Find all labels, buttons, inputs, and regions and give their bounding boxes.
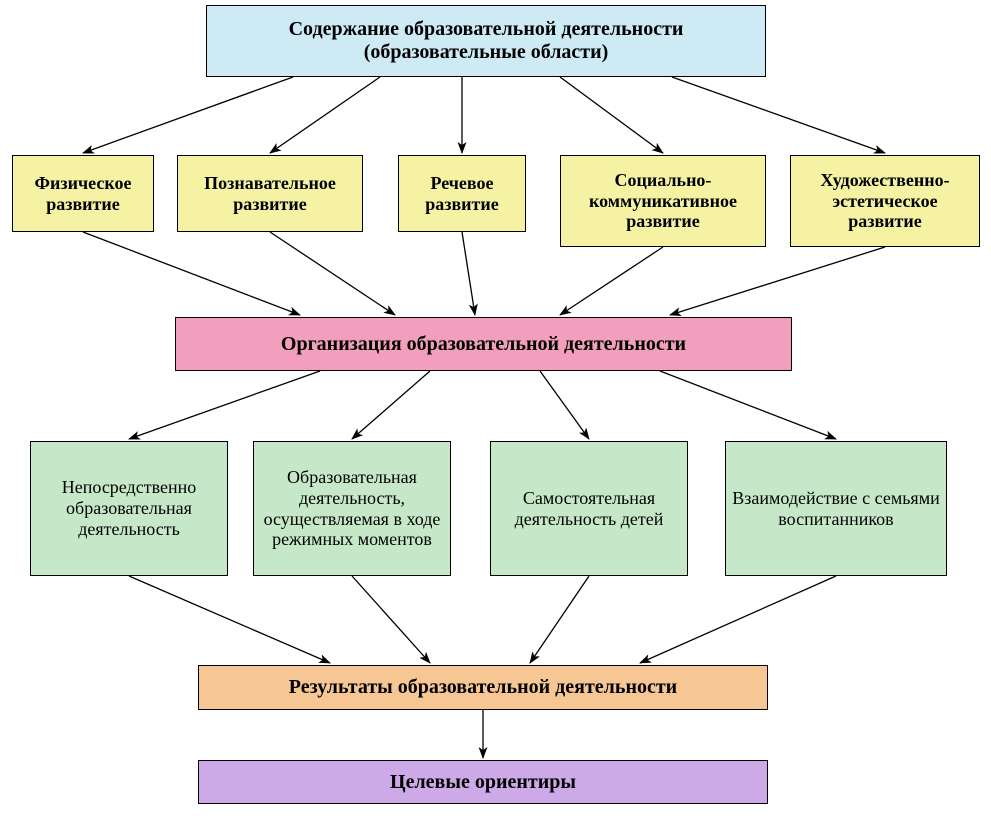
node-speech-development: Речевое развитие	[398, 155, 526, 232]
label: Социально-коммуникативное развитие	[567, 170, 759, 232]
node-top: Содержание образовательной деятельности …	[206, 5, 766, 77]
edge-org-g4	[660, 371, 836, 439]
edge-y2-org	[270, 232, 395, 315]
node-artistic-development: Художественно-эстетическое развитие	[790, 155, 980, 247]
edge-y4-org	[560, 247, 663, 315]
edge-y3-org	[462, 232, 475, 315]
node-top-title: Содержание образовательной деятельности	[289, 18, 684, 41]
node-independent-activity: Самостоятельная деятельность детей	[490, 441, 688, 576]
diagram-stage: Содержание образовательной деятельности …	[0, 0, 991, 816]
label: Физическое развитие	[19, 173, 147, 214]
node-targets: Целевые ориентиры	[198, 760, 768, 804]
label: Взаимодействие с семьями воспитанников	[732, 488, 940, 529]
edge-org-g2	[352, 371, 430, 439]
label: Непосредственно образовательная деятельн…	[37, 477, 221, 539]
edge-org-g3	[540, 371, 589, 439]
label: Художественно-эстетическое развитие	[797, 170, 973, 232]
label: Организация образовательной деятельности	[281, 333, 686, 356]
edge-top-y2	[270, 77, 380, 153]
node-cognitive-development: Познавательное развитие	[177, 155, 363, 232]
label: Самостоятельная деятельность детей	[497, 488, 681, 529]
edge-g3-res	[530, 576, 589, 663]
label: Целевые ориентиры	[390, 771, 576, 794]
label: Познавательное развитие	[184, 173, 356, 214]
node-organization: Организация образовательной деятельности	[175, 317, 792, 371]
label: Результаты образовательной деятельности	[289, 676, 677, 699]
node-direct-edu-activity: Непосредственно образовательная деятельн…	[30, 441, 228, 576]
node-top-subtitle: (образовательные области)	[364, 41, 609, 64]
label: Образовательная деятельность, осуществля…	[260, 467, 444, 550]
edge-org-g1	[129, 371, 320, 439]
node-results: Результаты образовательной деятельности	[198, 665, 768, 710]
edge-g2-res	[352, 576, 430, 663]
edge-g1-res	[129, 576, 330, 663]
node-social-development: Социально-коммуникативное развитие	[560, 155, 766, 247]
edge-g4-res	[640, 576, 836, 663]
edge-top-y1	[83, 77, 293, 153]
label: Речевое развитие	[405, 173, 519, 214]
node-family-interaction: Взаимодействие с семьями воспитанников	[725, 441, 947, 576]
edge-top-y4	[560, 77, 663, 153]
edge-top-y5	[672, 77, 885, 153]
edge-y5-org	[670, 247, 885, 315]
node-physical-development: Физическое развитие	[12, 155, 154, 232]
edge-y1-org	[83, 232, 300, 315]
node-regime-edu-activity: Образовательная деятельность, осуществля…	[253, 441, 451, 576]
